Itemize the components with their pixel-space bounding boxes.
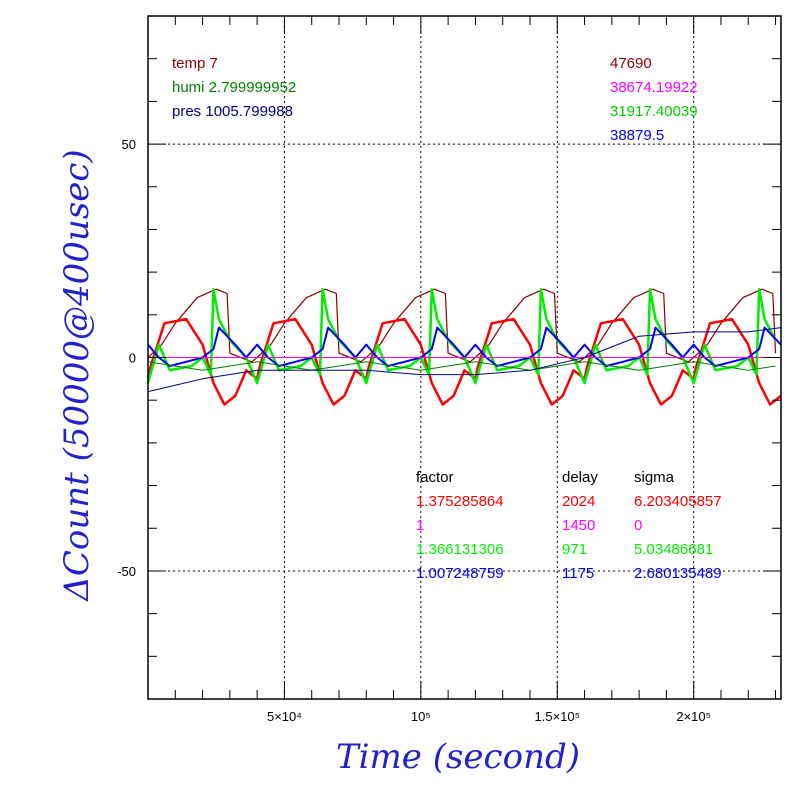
count-annotations: 47690 38674.19922 31917.40039 38879.5 [610, 55, 698, 144]
table-row-sigma: 2.680135489 [634, 565, 722, 582]
table-row-factor: 1.375285864 [416, 493, 504, 510]
series-group [146, 287, 782, 406]
table-header-delay: delay [562, 469, 598, 486]
x-tick-label: 5×10⁴ [267, 709, 302, 724]
series-line [147, 327, 782, 393]
table-row-delay: 2024 [562, 493, 595, 510]
ticks [148, 16, 781, 699]
table-row-delay: 1175 [562, 565, 594, 582]
count-4: 38879.5 [610, 127, 664, 144]
env-pres: pres 1005.799988 [172, 103, 293, 120]
env-temp: temp 7 [172, 55, 218, 72]
env-humi: humi 2.799999952 [172, 79, 296, 96]
table-header-factor: factor [416, 469, 454, 486]
x-tick-label: 2×10⁵ [676, 709, 711, 724]
table-row-sigma: 6.203405857 [634, 493, 722, 510]
series-line [147, 361, 776, 371]
count-2: 38674.19922 [610, 79, 698, 96]
y-axis-title: ΔCount (50000@400usec) [57, 149, 97, 602]
tick-labels: 5×10⁴ 10⁵ 1.5×10⁵ 2×10⁵ 50 0 -50 [117, 137, 711, 724]
parameter-table: factor delay sigma 1.375285864 2024 6.20… [416, 469, 722, 582]
table-row-delay: 971 [562, 541, 587, 558]
table-header-sigma: sigma [634, 469, 675, 486]
count-3: 31917.40039 [610, 103, 698, 120]
y-tick-label: -50 [117, 564, 136, 579]
table-row-delay: 1450 [562, 517, 595, 534]
x-tick-label: 10⁵ [411, 709, 431, 724]
table-row-sigma: 0 [634, 517, 642, 534]
y-tick-label: 0 [129, 351, 136, 366]
x-tick-label: 1.5×10⁵ [535, 709, 581, 724]
table-row-factor: 1.007248759 [416, 565, 504, 582]
table-row-factor: 1.366131306 [416, 541, 504, 558]
x-axis-title: Time (second) [336, 737, 580, 777]
y-tick-label: 50 [122, 137, 136, 152]
series-line [147, 288, 777, 363]
table-row-factor: 1 [416, 517, 424, 534]
env-annotations: temp 7 humi 2.799999952 pres 1005.799988 [172, 55, 296, 120]
count-1: 47690 [610, 55, 652, 72]
table-row-sigma: 5.03486681 [634, 541, 713, 558]
